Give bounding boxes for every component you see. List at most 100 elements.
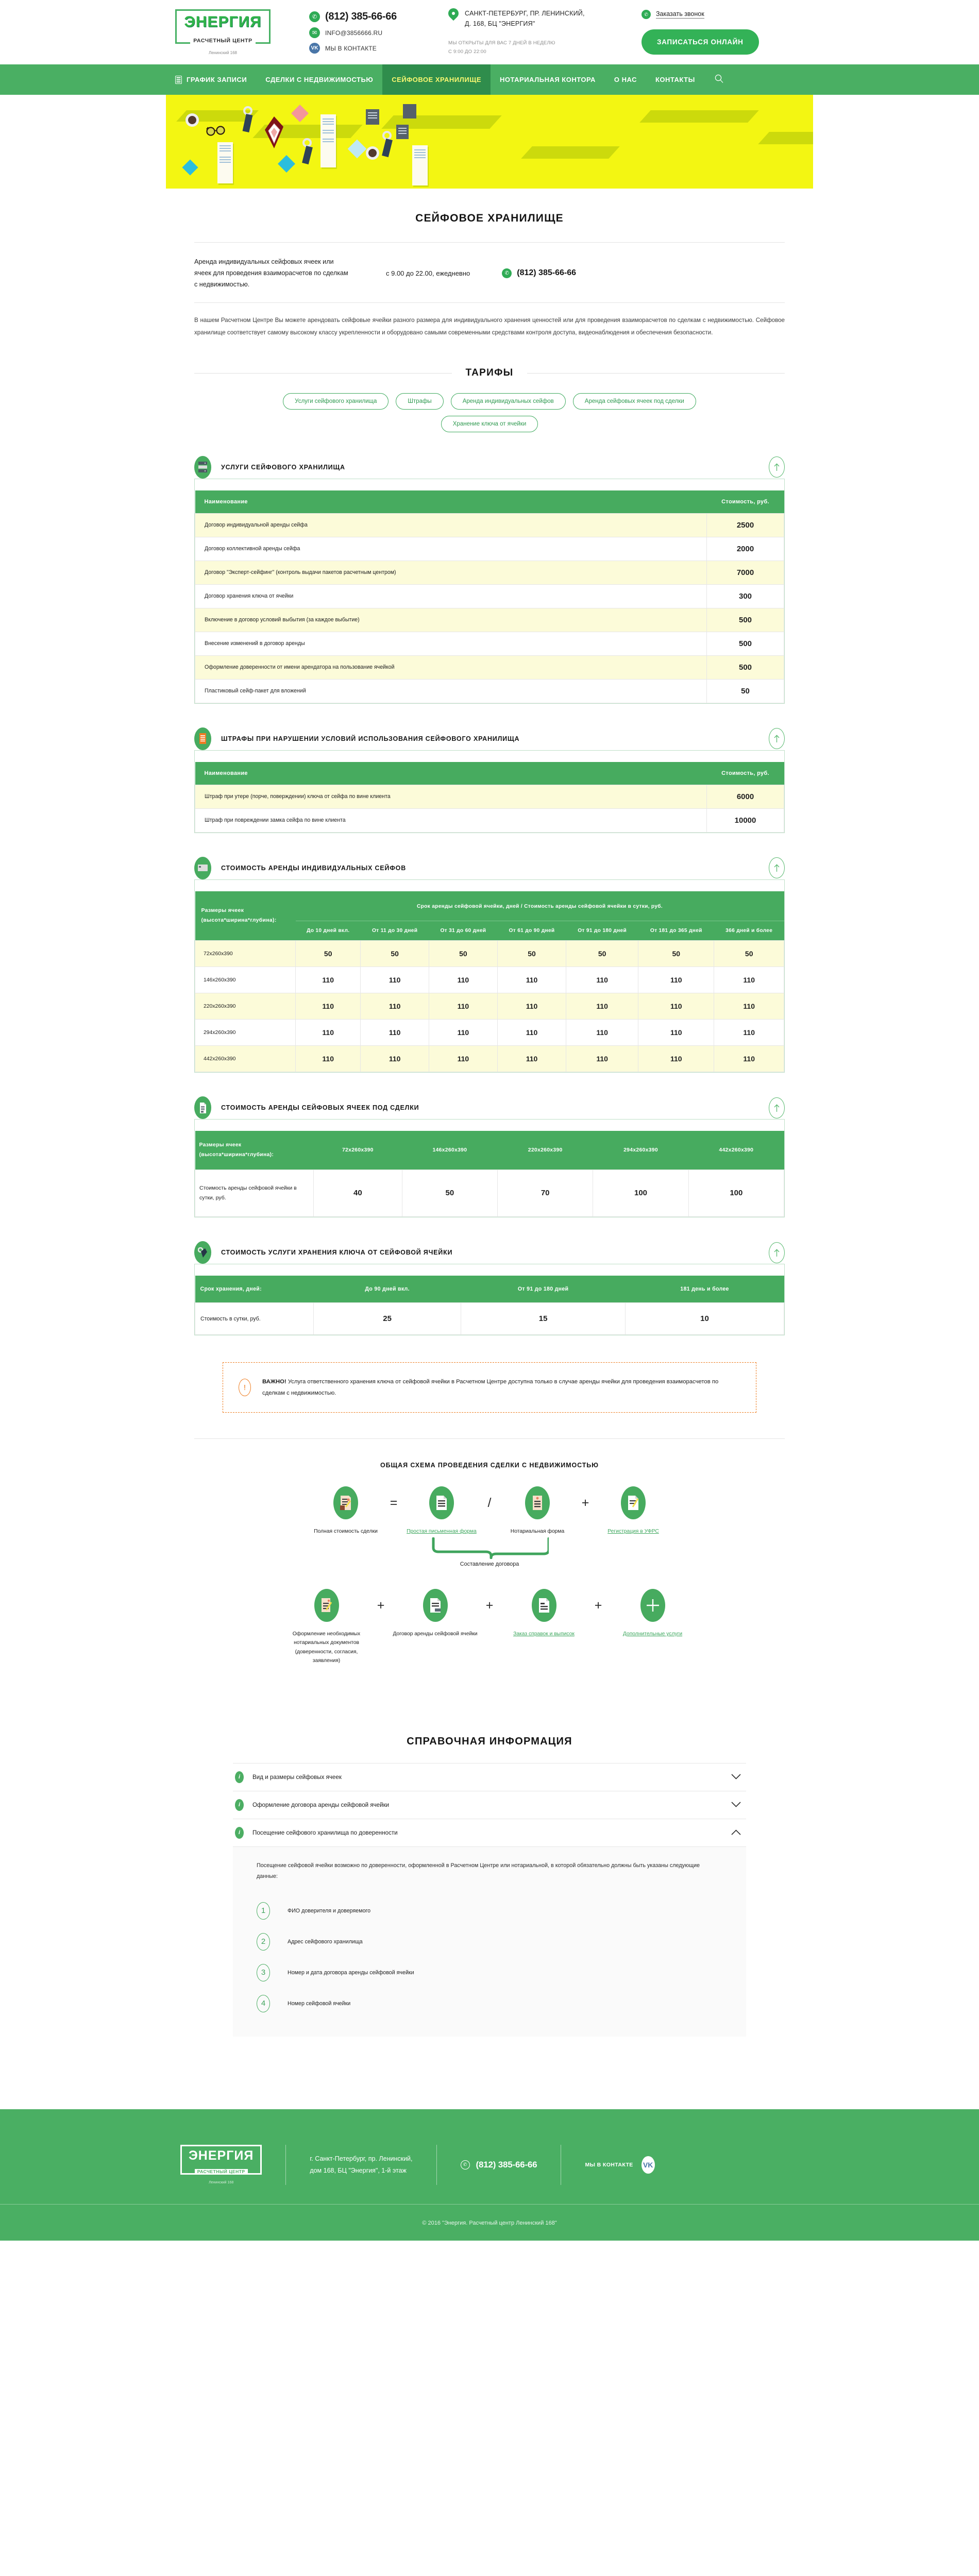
chip-individual-safes[interactable]: Аренда индивидуальных сейфов (450, 393, 566, 410)
intro-hours: с 9.00 до 22.00, ежедневно (386, 269, 470, 277)
key-col-1: До 90 дней вкл. (313, 1276, 461, 1303)
chip-fines[interactable]: Штрафы (396, 393, 444, 410)
chip-deal-cells[interactable]: Аренда сейфовых ячеек под сделки (572, 393, 696, 410)
logo-tagline: Ленинский 168 (208, 50, 237, 55)
nav-item-realestate-deals[interactable]: СДЕЛКИ С НЕДВИЖИМОСТЬЮ (256, 64, 382, 95)
table-row: Включение в договор условий выбытия (за … (195, 607, 784, 632)
cell-price: 110 (638, 1045, 715, 1072)
cell-price: 110 (295, 1045, 361, 1072)
deals-row-header: Размеры ячеек (высота*ширина*глубина): (195, 1131, 314, 1170)
cell-name: Штраф при повреждении замка сейфа по вин… (195, 808, 707, 833)
footer-phone: (812) 385-66-66 (476, 2159, 537, 2170)
header-email-row[interactable]: ✉ INFO@3856666.RU (309, 27, 430, 38)
deals-table-wrap: Размеры ячеек (высота*ширина*глубина): 7… (194, 1119, 785, 1218)
cell-price: 50 (295, 940, 361, 967)
table-row: Стоимость в сутки, руб. 25 15 10 (195, 1302, 784, 1335)
opening-hours-line-1: МЫ ОТКРЫТЫ ДЛЯ ВАС 7 ДНЕЙ В НЕДЕЛЮ (448, 40, 555, 46)
table-header-row: Размеры ячеек (высота*ширина*глубина): 7… (195, 1131, 784, 1170)
faq-item-contract[interactable]: i Оформление договора аренды сейфовой яч… (233, 1790, 746, 1819)
footer-logo-subtitle: РАСЧЕТНЫЙ ЦЕНТР (194, 2169, 248, 2175)
banner-glasses-icon (206, 125, 227, 139)
scheme-node-cell-contract: Договор аренды сейфовой ячейки (393, 1588, 478, 1639)
step-number: 1 (257, 1902, 270, 1920)
scheme-node-simple-form[interactable]: Простая письменная форма (406, 1486, 478, 1536)
cell-price: 110 (497, 1045, 567, 1072)
footer-address-line-1: г. Санкт-Петербург, пр. Ленинский, (310, 2155, 413, 2162)
scheme-node-registration[interactable]: Регистрация в УФРС (597, 1486, 669, 1536)
plus-icon (640, 1588, 665, 1622)
footer-phone-wrap[interactable]: ✆ (812) 385-66-66 (460, 2159, 537, 2170)
cell-size: 72x260x390 (195, 940, 296, 967)
scheme-node-certificates[interactable]: Заказ справок и выписок (501, 1588, 586, 1639)
scroll-up-button-fines[interactable] (769, 728, 785, 750)
cell-price: 110 (360, 1045, 429, 1072)
scheme-label-simple-form[interactable]: Простая письменная форма (407, 1529, 477, 1535)
chip-services[interactable]: Услуги сейфового хранилища (283, 393, 389, 410)
cell-price: 110 (295, 993, 361, 1020)
book-online-button[interactable]: ЗАПИСАТЬСЯ ОНЛАЙН (642, 29, 759, 55)
exclamation-icon: ! (239, 1379, 251, 1397)
chevron-down-icon[interactable] (731, 1801, 744, 1809)
chip-key-storage[interactable]: Хранение ключа от ячейки (441, 415, 538, 432)
cell-price: 6000 (706, 784, 784, 809)
block-services-header: УСЛУГИ СЕЙФОВОГО ХРАНИЛИЩА (194, 455, 785, 479)
info-icon: i (235, 1826, 244, 1839)
search-button[interactable] (704, 64, 734, 95)
callback-link[interactable]: ✆ Заказать звонок (642, 10, 759, 19)
header-logo[interactable]: ЭНЕРГИЯ РАСЧЕТНЫЙ ЦЕНТР Ленинский 168 (167, 9, 278, 55)
deals-col-5: 442x260x390 (688, 1131, 784, 1170)
nav-item-about[interactable]: О НАС (605, 64, 646, 95)
footer-vk-wrap[interactable]: МЫ В КОНТАКТЕ VK (585, 2156, 655, 2174)
callback-label: Заказать звонок (656, 10, 704, 19)
table-row: Договор коллективной аренды сейфа 2000 (195, 536, 784, 561)
deals-col-1: 72x260x390 (313, 1131, 402, 1170)
block-individual-safes: СТОИМОСТЬ АРЕНДЫ ИНДИВИДУАЛЬНЫХ СЕЙФОВ Р… (194, 856, 785, 1073)
chevron-up-icon[interactable] (731, 1828, 744, 1837)
scheme-label-extra-services[interactable]: Дополнительные услуги (622, 1631, 683, 1637)
nav-item-contacts[interactable]: КОНТАКТЫ (646, 64, 704, 95)
mail-icon: ✉ (309, 27, 320, 38)
cell-price: 110 (295, 1019, 361, 1046)
table-header-row-2: До 10 дней вкл. От 11 до 30 дней От 31 д… (195, 921, 784, 941)
header-phone-row[interactable]: ✆ (812) 385-66-66 (309, 11, 430, 23)
banner-doc-dark-icon-3 (403, 104, 416, 118)
key-col-2: От 91 до 180 дней (461, 1276, 626, 1303)
footer-inner: ЭНЕРГИЯ РАСЧЕТНЫЙ ЦЕНТР Ленинский 168 г.… (0, 2126, 979, 2204)
scroll-up-button-key[interactable] (769, 1242, 785, 1263)
faq-item-cell-types[interactable]: i Вид и размеры сейфовых ячеек (233, 1762, 746, 1791)
address-line-2: Д. 168, БЦ "ЭНЕРГИЯ" (465, 20, 535, 28)
scroll-up-button-services[interactable] (769, 456, 785, 478)
services-table-wrap: Наименование Стоимость, руб. Договор инд… (194, 478, 785, 704)
cell-price: 110 (714, 1045, 784, 1072)
scheme-label-registration[interactable]: Регистрация в УФРС (607, 1529, 659, 1535)
header-vk-row[interactable]: VK МЫ В КОНТАКТЕ (309, 43, 430, 54)
scheme-node-notary-docs: Оформление необходимых нотариальных доку… (284, 1588, 369, 1666)
scheme-label-certificates[interactable]: Заказ справок и выписок (513, 1631, 575, 1637)
intro-description: Аренда индивидуальных сейфовых ячеек или… (194, 258, 348, 289)
scroll-up-button-individual[interactable] (769, 857, 785, 879)
intro-phone-wrap[interactable]: ✆ (812) 385-66-66 (502, 268, 576, 278)
scroll-up-button-deals[interactable] (769, 1097, 785, 1118)
header-email: INFO@3856666.RU (325, 29, 383, 37)
footer-logo[interactable]: ЭНЕРГИЯ РАСЧЕТНЫЙ ЦЕНТР Ленинский 168 (180, 2145, 262, 2184)
scheme-node-extra-services[interactable]: Дополнительные услуги (610, 1588, 695, 1639)
chevron-down-icon[interactable] (731, 1773, 744, 1782)
certificate-icon (531, 1588, 556, 1622)
block-individual-title: СТОИМОСТЬ АРЕНДЫ ИНДИВИДУАЛЬНЫХ СЕЙФОВ (221, 864, 407, 872)
banner-document-icon-1 (217, 142, 233, 183)
cell-price: 110 (428, 967, 498, 993)
table-row: 220x260x390 110 110 110 110 110 110 110 (195, 993, 784, 1020)
scheme-operator-equals: = (390, 1496, 398, 1511)
nav-item-schedule[interactable]: ГРАФИК ЗАПИСИ (166, 64, 256, 95)
cell-price: 500 (706, 631, 784, 656)
scheme-operator-plus-1: + (581, 1496, 589, 1511)
deals-col-2: 146x260x390 (402, 1131, 498, 1170)
faq-item-proxy-visit[interactable]: i Посещение сейфового хранилища по довер… (233, 1818, 746, 1846)
nav-item-safe-storage[interactable]: СЕЙФОВОЕ ХРАНИЛИЩЕ (382, 64, 491, 95)
cell-price: 50 (706, 679, 784, 703)
vk-icon: VK (641, 2156, 655, 2174)
cell-price: 50 (428, 940, 498, 967)
cell-size: 442x260x390 (195, 1045, 296, 1072)
nav-item-notary[interactable]: НОТАРИАЛЬНАЯ КОНТОРА (491, 64, 605, 95)
cell-price: 50 (401, 1169, 498, 1217)
